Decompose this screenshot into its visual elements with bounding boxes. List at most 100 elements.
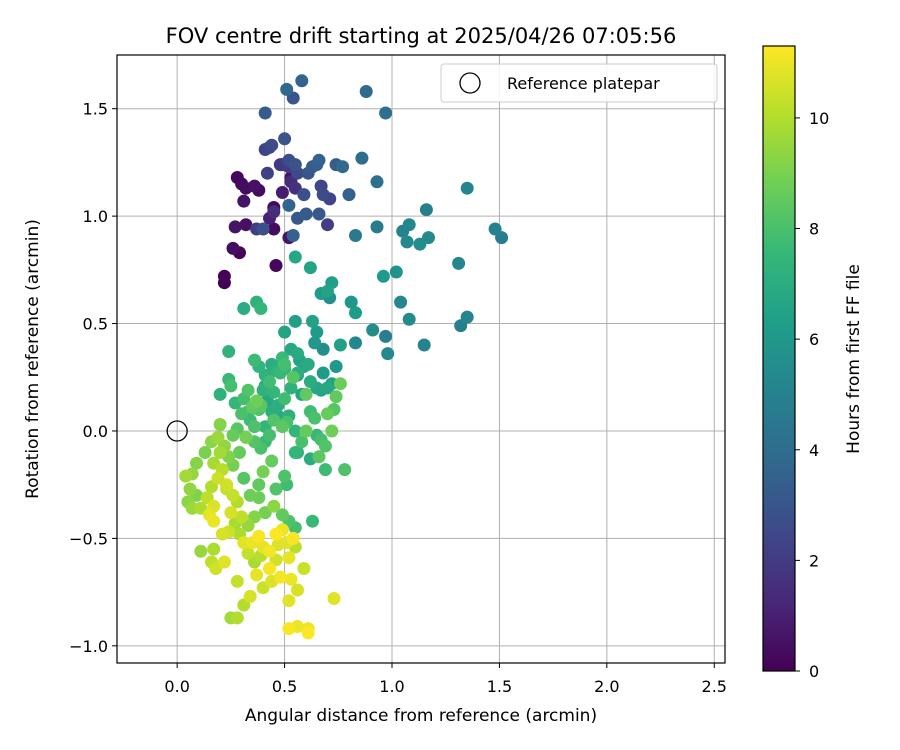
- data-point: [263, 428, 276, 442]
- data-point: [278, 325, 292, 339]
- data-point: [230, 611, 244, 625]
- x-tick-label: 2.5: [702, 677, 727, 696]
- data-point: [278, 469, 292, 483]
- data-point: [275, 420, 289, 434]
- data-point: [207, 542, 221, 556]
- data-point: [370, 175, 384, 189]
- colorbar-tick-label: 0: [809, 662, 819, 681]
- y-tick-label: 1.5: [83, 100, 108, 119]
- data-point: [263, 375, 276, 389]
- data-point: [239, 430, 253, 444]
- data-point: [267, 385, 281, 399]
- data-point: [243, 589, 257, 603]
- data-point: [344, 295, 358, 309]
- data-point: [226, 428, 240, 442]
- data-point: [224, 506, 238, 520]
- data-point: [265, 138, 279, 152]
- data-point: [256, 465, 270, 479]
- data-point: [215, 527, 229, 541]
- data-point: [336, 160, 350, 174]
- data-point: [342, 188, 356, 202]
- data-point: [213, 446, 227, 459]
- colorbar-tick-label: 8: [809, 220, 819, 239]
- data-point: [413, 237, 427, 251]
- data-point: [217, 269, 231, 283]
- data-point: [267, 499, 281, 513]
- x-tick-label: 2.0: [594, 677, 619, 696]
- data-point: [282, 594, 296, 608]
- data-point: [306, 314, 319, 328]
- plot-area-frame: [116, 54, 726, 664]
- data-point: [258, 106, 272, 120]
- data-point: [233, 446, 246, 459]
- data-point: [190, 456, 203, 470]
- data-point: [329, 360, 343, 373]
- y-tick-label: −1.0: [69, 637, 108, 656]
- data-point: [237, 471, 251, 485]
- data-point: [460, 181, 474, 195]
- legend-box: [440, 63, 718, 103]
- data-point: [250, 394, 264, 408]
- data-point: [295, 74, 309, 88]
- data-point: [280, 82, 294, 96]
- data-point: [224, 379, 238, 393]
- data-point: [288, 314, 302, 328]
- data-point: [260, 166, 274, 180]
- data-point: [278, 357, 292, 371]
- data-point: [308, 411, 322, 425]
- data-point: [286, 531, 300, 545]
- colorbar-tick-label: 2: [809, 551, 819, 570]
- chart-title: FOV centre drift starting at 2025/04/26 …: [166, 24, 677, 48]
- data-point: [349, 306, 362, 320]
- data-point: [241, 383, 255, 397]
- data-point: [252, 529, 266, 543]
- data-point: [299, 387, 313, 401]
- data-point: [389, 265, 403, 279]
- data-point: [400, 235, 414, 249]
- data-point: [301, 357, 315, 371]
- data-point: [269, 527, 283, 541]
- data-point: [263, 562, 276, 575]
- data-point: [419, 203, 433, 217]
- reference-platepar-point: [166, 420, 188, 442]
- reference-marker: [166, 420, 188, 442]
- data-point: [256, 222, 270, 236]
- data-point: [237, 302, 251, 315]
- data-point: [179, 469, 193, 483]
- data-point: [299, 207, 313, 221]
- data-point: [297, 188, 311, 202]
- x-tick-label: 1.5: [487, 677, 512, 696]
- legend-entry-reference: Reference platepar: [507, 74, 660, 93]
- data-point: [303, 375, 317, 389]
- y-tick-label: 1.0: [83, 207, 108, 226]
- data-point: [288, 250, 302, 264]
- x-axis-label: Angular distance from reference (arcmin): [245, 706, 597, 726]
- data-point: [379, 106, 393, 120]
- data-point: [376, 269, 390, 283]
- data-point: [316, 366, 330, 380]
- data-point: [235, 407, 249, 421]
- data-point: [295, 435, 309, 449]
- data-point: [288, 158, 302, 172]
- data-point: [327, 592, 341, 605]
- x-tick-label: 0.5: [272, 677, 297, 696]
- data-point: [310, 325, 324, 339]
- data-point: [452, 256, 466, 270]
- data-point: [267, 205, 281, 219]
- data-point: [288, 424, 302, 438]
- data-point: [394, 295, 408, 309]
- data-point: [282, 551, 296, 565]
- legend: Reference platepar: [440, 63, 718, 103]
- data-point: [220, 478, 234, 492]
- data-point: [402, 218, 416, 232]
- data-point: [194, 544, 208, 558]
- x-tick-label: 0.0: [164, 677, 189, 696]
- data-point: [308, 336, 322, 350]
- data-point: [228, 220, 242, 234]
- data-point: [321, 284, 334, 298]
- data-point: [250, 568, 264, 582]
- data-point: [237, 194, 251, 208]
- data-point: [321, 381, 334, 395]
- colorbar-label: Hours from first FF file: [844, 264, 864, 454]
